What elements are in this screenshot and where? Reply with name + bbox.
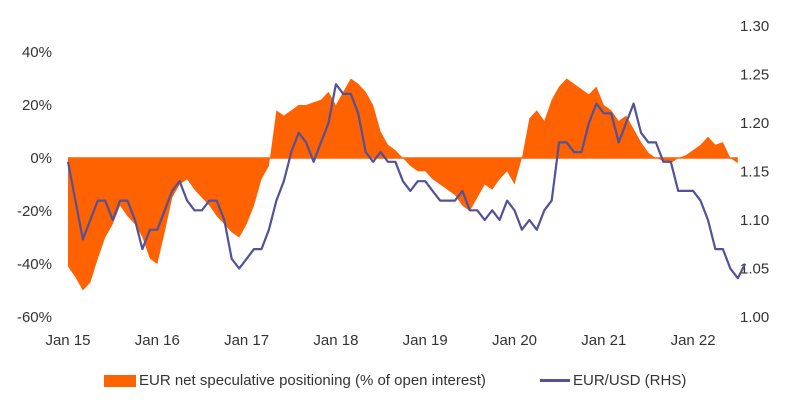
x-axis: Jan 15 Jan 16 Jan 17 Jan 18 Jan 19 Jan 20 Jan … xyxy=(45,332,715,349)
right-tick-label: 1.10 xyxy=(740,212,769,229)
legend-swatch-line xyxy=(540,379,570,382)
legend-swatch-area xyxy=(104,374,136,387)
x-tick-label: Jan 16 xyxy=(135,332,180,349)
legend-label-positioning: EUR net speculative positioning (% of op… xyxy=(139,372,486,389)
positioning-area xyxy=(68,78,738,291)
right-tick-label: 1.30 xyxy=(740,18,769,35)
right-tick-label: 1.20 xyxy=(740,115,769,132)
x-tick-label: Jan 15 xyxy=(45,332,90,349)
x-tick-label: Jan 22 xyxy=(671,332,716,349)
left-axis: -60% -40% -20% 0% 20% 40% xyxy=(17,44,52,326)
right-tick-label: 1.00 xyxy=(740,309,769,326)
x-tick-label: Jan 18 xyxy=(313,332,358,349)
legend-label-eurusd: EUR/USD (RHS) xyxy=(573,372,687,389)
left-tick-label: -40% xyxy=(17,256,52,273)
right-tick-label: 1.15 xyxy=(740,164,769,181)
chart: -60% -40% -20% 0% 20% 40% 1.00 1.05 1.10 1.15 1.2… xyxy=(17,18,769,349)
left-tick-label: -20% xyxy=(17,203,52,220)
x-tick-label: Jan 21 xyxy=(581,332,626,349)
x-tick-label: Jan 17 xyxy=(224,332,269,349)
right-tick-label: 1.05 xyxy=(740,261,769,278)
legend-item-eurusd: EUR/USD (RHS) xyxy=(540,372,686,389)
eurusd-line xyxy=(66,83,747,280)
left-tick-label: 40% xyxy=(22,44,52,61)
x-tick-label: Jan 20 xyxy=(492,332,537,349)
left-tick-label: -60% xyxy=(17,309,52,326)
right-tick-label: 1.25 xyxy=(740,67,769,84)
legend: EUR net speculative positioning (% of op… xyxy=(0,372,796,394)
left-tick-label: 0% xyxy=(30,150,52,167)
x-tick-label: Jan 19 xyxy=(403,332,448,349)
left-tick-label: 20% xyxy=(22,97,52,114)
legend-item-positioning: EUR net speculative positioning (% of op… xyxy=(104,372,486,389)
right-axis: 1.00 1.05 1.10 1.15 1.20 1.25 1.30 xyxy=(740,18,769,326)
